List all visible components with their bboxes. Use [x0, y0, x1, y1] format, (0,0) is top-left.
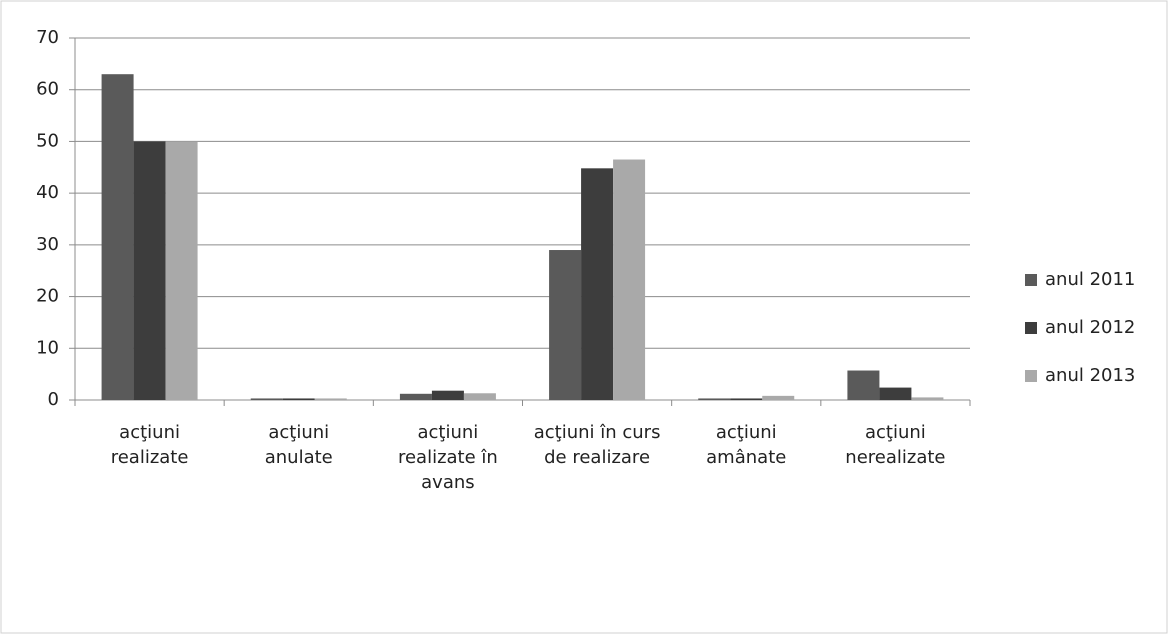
bar [250, 398, 283, 400]
x-tick-label: acţiuni în curs de realizare [533, 422, 661, 468]
bar [165, 141, 198, 400]
bar [431, 390, 464, 400]
y-tick-label: 60 [36, 79, 59, 100]
legend-swatch [1025, 322, 1037, 334]
bar [847, 370, 880, 400]
y-tick-label: 20 [36, 286, 59, 307]
x-tick-label: acţiuni realizate în avans [397, 422, 498, 493]
bar [581, 168, 614, 400]
y-tick-label: 50 [36, 130, 59, 151]
x-tick-label: acţiuni anulate [264, 422, 333, 468]
legend-swatch [1025, 370, 1037, 382]
bar [911, 397, 944, 400]
bar [314, 398, 347, 400]
bar [879, 387, 912, 400]
y-tick-label: 10 [36, 337, 59, 358]
bar [613, 159, 646, 400]
y-tick-label: 0 [48, 389, 59, 410]
bar [101, 74, 134, 400]
x-tick-label: acţiuni realizate [110, 422, 189, 468]
bar [463, 393, 496, 400]
y-tick-label: 40 [36, 182, 59, 203]
bar [133, 141, 166, 400]
legend-label: anul 2013 [1045, 365, 1135, 386]
bar [698, 398, 731, 400]
y-tick-label: 30 [36, 234, 59, 255]
legend-swatch [1025, 274, 1037, 286]
bar [549, 250, 582, 400]
x-tick-label: acţiuni nerealizate [845, 422, 946, 468]
bar [762, 395, 795, 400]
bar [282, 398, 315, 400]
bar [399, 393, 432, 400]
x-tick-label: acţiuni amânate [706, 422, 787, 468]
bar [730, 398, 763, 400]
legend-label: anul 2011 [1045, 269, 1135, 290]
y-tick-label: 70 [36, 27, 59, 48]
legend-label: anul 2012 [1045, 317, 1135, 338]
